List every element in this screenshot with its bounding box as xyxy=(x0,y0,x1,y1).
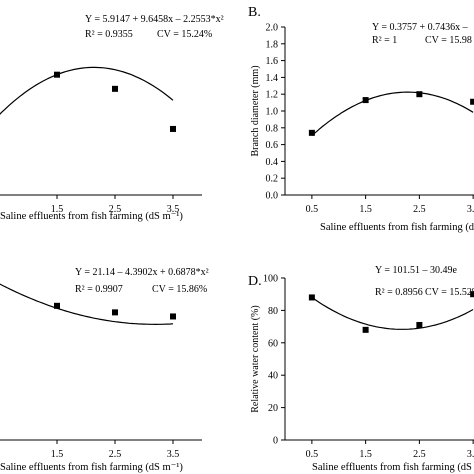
x-axis-label: Saline effluents from fish farming (dS m… xyxy=(0,462,183,473)
regression-equation: Y = 5.9147 + 9.6458x – 2.2553*x² xyxy=(85,14,224,25)
y-tick-label: 60 xyxy=(268,338,278,349)
y-tick-label: 40 xyxy=(268,371,278,382)
x-tick-label: 3.5 xyxy=(467,204,474,215)
data-point xyxy=(362,97,369,104)
y-tick-label: 2.0 xyxy=(266,23,279,34)
x-tick-label: 3.5 xyxy=(467,449,474,460)
data-point xyxy=(416,91,423,98)
x-tick-label: 2.5 xyxy=(109,449,122,460)
r-squared-label: R² = 0.9907 xyxy=(75,284,123,295)
y-tick-label: 1.8 xyxy=(266,39,279,50)
x-tick-label: 2.5 xyxy=(413,449,426,460)
y-tick-label: 1.0 xyxy=(266,107,279,118)
y-tick-label: 20 xyxy=(268,403,278,414)
x-tick-label: 1.5 xyxy=(51,204,64,215)
cv-label: CV = 15.24% xyxy=(157,29,212,40)
panel-label: D. xyxy=(248,274,262,289)
regression-equation: Y = 101.51 – 30.49e xyxy=(375,265,457,276)
data-point xyxy=(54,302,60,309)
x-axis-label: Saline effluents from fish farming (dS m xyxy=(312,462,474,473)
data-point xyxy=(470,98,474,105)
fit-curve xyxy=(311,91,474,137)
y-tick-label: 1.4 xyxy=(266,73,279,84)
y-tick-label: 0 xyxy=(273,436,278,447)
fit-curve xyxy=(0,66,174,115)
x-tick-label: 2.5 xyxy=(109,204,122,215)
fit-curve xyxy=(311,296,474,330)
data-point xyxy=(416,321,423,328)
r-squared-label: R² = 0.8956 xyxy=(375,287,423,298)
y-axis-label: Branch diameter (mm) xyxy=(250,65,261,156)
data-point xyxy=(54,71,60,78)
y-axis-label: Relative water content (%) xyxy=(250,305,261,412)
data-point xyxy=(362,326,369,333)
data-point xyxy=(308,129,315,136)
y-tick-label: 0.6 xyxy=(266,140,279,151)
x-tick-label: 1.5 xyxy=(359,449,372,460)
x-tick-label: 1.5 xyxy=(51,449,64,460)
x-tick-label: 2.5 xyxy=(413,204,426,215)
cv-label: CV = 15.86% xyxy=(152,284,207,295)
data-point xyxy=(170,313,176,320)
y-tick-label: 1.2 xyxy=(266,90,279,101)
y-tick-label: 0.0 xyxy=(266,191,279,202)
x-tick-label: 3.5 xyxy=(167,204,180,215)
y-tick-label: 0.2 xyxy=(266,174,279,185)
data-point xyxy=(112,309,118,316)
x-tick-label: 1.5 xyxy=(359,204,372,215)
y-tick-label: 100 xyxy=(263,274,278,285)
data-point xyxy=(170,125,176,132)
fit-curve xyxy=(0,283,174,326)
x-axis-label: Saline effluents from fish farming (dS m xyxy=(320,222,474,233)
cv-label: CV = 15.52% xyxy=(425,287,474,298)
x-tick-label: 0.5 xyxy=(306,449,319,460)
r-squared-label: R² = 0.9355 xyxy=(85,29,133,40)
panel-label: B. xyxy=(248,5,261,20)
y-tick-label: 0.4 xyxy=(266,157,279,168)
y-tick-label: 0.8 xyxy=(266,123,279,134)
r-squared-label: R² = 1 xyxy=(372,35,397,46)
y-tick-label: 80 xyxy=(268,306,278,317)
y-tick-label: 1.6 xyxy=(266,56,279,67)
data-point xyxy=(308,294,315,301)
regression-equation: Y = 0.3757 + 0.7436x – xyxy=(372,22,469,33)
data-point xyxy=(112,85,118,92)
x-tick-label: 3.5 xyxy=(167,449,180,460)
data-point xyxy=(470,291,474,298)
regression-equation: Y = 21.14 – 4.3902x + 0.6878*x² xyxy=(75,267,209,278)
x-axis-label: Saline effluents from fish farming (dS m… xyxy=(0,211,183,222)
x-tick-label: 0.5 xyxy=(306,204,319,215)
cv-label: CV = 15.98 xyxy=(425,35,472,46)
